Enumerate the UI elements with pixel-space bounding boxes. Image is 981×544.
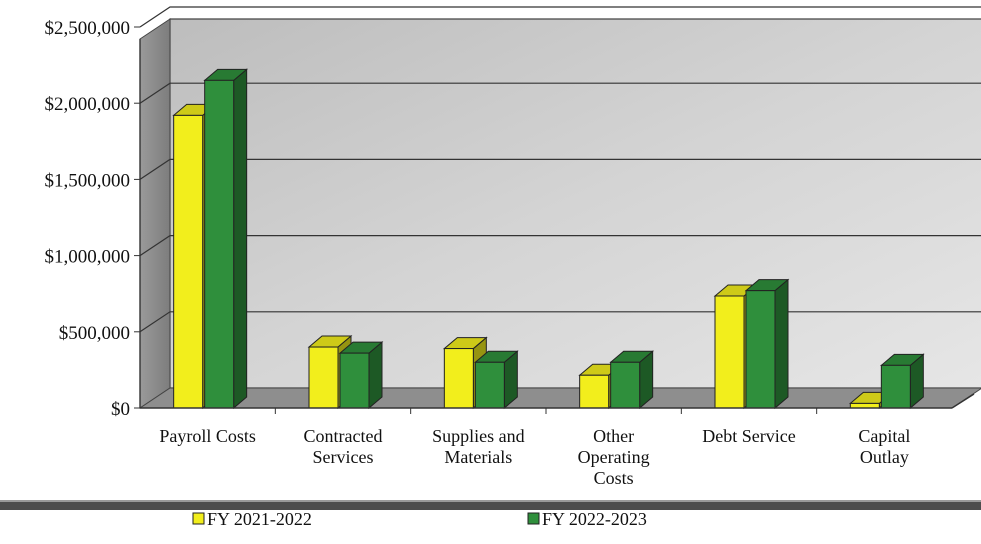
y-tick-label: $0 [111,399,130,420]
bar [879,353,925,410]
x-tick-label: Payroll Costs [159,426,256,446]
bar [609,350,655,410]
legend-item: FY 2021-2022 [192,509,312,529]
x-tick-label: Contracted Services [304,426,383,467]
y-tick-label: $2,500,000 [45,18,131,39]
legend-swatch [527,512,540,525]
x-tick-label: Capital Outlay [858,426,910,467]
back-wall [169,18,981,389]
legend-swatch [192,512,205,525]
legend-label: FY 2022-2023 [542,509,647,529]
bar [338,341,384,410]
x-axis-depth [951,393,975,409]
gridline [139,6,981,28]
gridline [139,235,981,257]
gridline [139,158,981,180]
legend-item: FY 2022-2023 [527,509,647,529]
x-tick-label: Supplies and Materials [432,426,525,467]
y-tick-label: $500,000 [59,323,130,344]
x-tick-label: Other Operating Costs [578,426,650,488]
x-tick-label: Debt Service [702,426,795,446]
bar [473,350,519,410]
gridline [139,82,981,104]
legend-divider [0,502,981,510]
legend-label: FY 2021-2022 [207,509,312,529]
bar [203,68,249,410]
y-tick-label: $2,000,000 [45,94,131,115]
y-tick-label: $1,000,000 [45,247,131,268]
legend-divider-highlight [0,500,981,502]
gridline [139,311,981,333]
side-wall [139,18,171,409]
bar [744,278,790,410]
y-tick-label: $1,500,000 [45,170,131,191]
